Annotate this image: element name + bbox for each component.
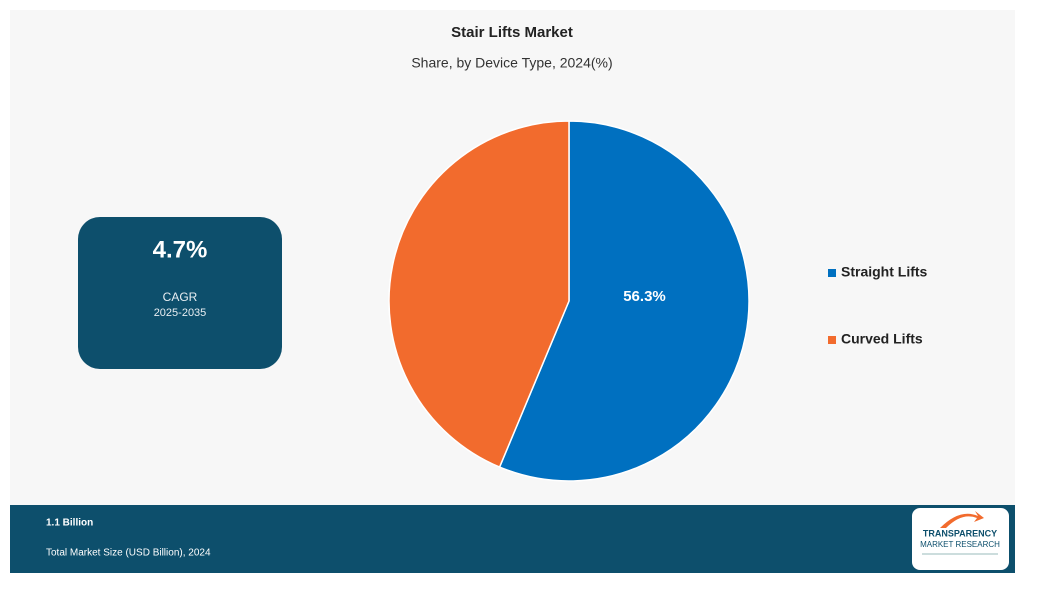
chart-title: Stair Lifts Market <box>451 24 573 41</box>
legend-marker <box>828 336 836 344</box>
legend-marker <box>828 269 836 277</box>
pie-slice <box>388 120 570 469</box>
chart-subtitle: Share, by Device Type, 2024(%) <box>411 55 612 71</box>
data-label: 56.3% <box>623 288 666 305</box>
cagr-period: 2025-2035 <box>154 307 207 319</box>
logo-line2: MARKET RESEARCH <box>920 540 1000 549</box>
pie-slice <box>498 120 750 482</box>
logo-line1: TRANSPARENCY <box>923 528 997 538</box>
legend-label: Curved Lifts <box>841 331 923 347</box>
cagr-box <box>78 217 282 369</box>
footer <box>10 505 1015 573</box>
market-size-value: 1.1 Billion <box>46 518 93 529</box>
cagr-value: 4.7% <box>153 236 208 263</box>
cagr-label: CAGR <box>163 290 198 304</box>
legend-label: Straight Lifts <box>841 264 928 280</box>
logo-arrow <box>940 511 984 528</box>
market-size-label: Total Market Size (USD Billion), 2024 <box>46 548 211 559</box>
